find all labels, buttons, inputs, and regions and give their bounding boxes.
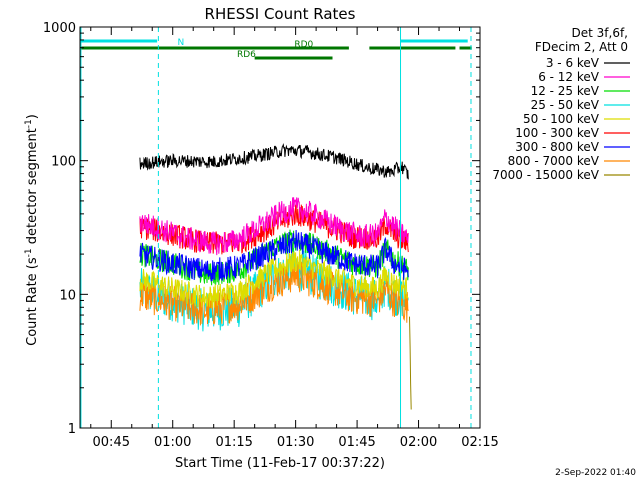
y-tick-label-1: 10	[59, 288, 76, 303]
plot-frame	[79, 26, 481, 429]
x-tick-label-1: 01:00	[154, 435, 191, 450]
series-line-6	[139, 229, 409, 282]
legend-label-0: 3 - 6 keV	[546, 56, 600, 70]
series-line-7	[139, 259, 409, 326]
series-line-0	[139, 142, 409, 180]
axes: 1 10 100 1000 00:45 01:00 01:15 01:30 01:45 02:00…	[43, 21, 499, 450]
y-axis-label-part1: Count Rate (s	[25, 257, 40, 346]
y-tick-label-3: 1000	[43, 21, 76, 36]
state-bar-label-0: N	[178, 38, 185, 48]
legend-label-3: 25 - 50 keV	[531, 98, 600, 112]
legend-label-7: 800 - 7000 keV	[508, 154, 600, 168]
x-tick-label-3: 01:30	[277, 435, 314, 450]
state-bar-label-1: RD0	[294, 40, 313, 50]
y-tick-label-2: 100	[51, 155, 76, 170]
legend-label-4: 50 - 100 keV	[523, 112, 600, 126]
x-tick-label-2: 01:15	[215, 435, 252, 450]
y-tick-label-0: 1	[68, 422, 76, 437]
series-line-8	[409, 316, 412, 410]
y-axis-label-part2: detector segment	[25, 128, 40, 248]
x-tick-label-4: 01:45	[338, 435, 375, 450]
series-line-1	[139, 197, 409, 256]
y-axis-label-sup1: -1	[24, 248, 34, 257]
x-tick-label-5: 02:00	[400, 435, 437, 450]
y-axis-label-part3: )	[25, 114, 40, 119]
legend-label-1: 6 - 12 keV	[538, 70, 600, 84]
x-tick-label-6: 02:15	[461, 435, 498, 450]
x-tick-label-0: 00:45	[93, 435, 130, 450]
legend-label-5: 100 - 300 keV	[515, 126, 599, 140]
legend-header-0: Det 3f,6f,	[572, 26, 629, 40]
legend-header-1: FDecim 2, Att 0	[535, 40, 628, 54]
timestamp-label: 2-Sep-2022 01:40	[555, 468, 636, 478]
x-axis-label: Start Time (11-Feb-17 00:37:22)	[175, 456, 385, 471]
plot-area: N RD0 RD6	[80, 27, 472, 428]
y-axis-label: Count Rate (s-1 detector segment-1)	[24, 114, 40, 346]
legend-label-8: 7000 - 15000 keV	[492, 168, 599, 182]
legend-label-2: 12 - 25 keV	[531, 84, 600, 98]
state-bar-label-2: RD6	[237, 50, 256, 60]
chart-title: RHESSI Count Rates	[205, 5, 356, 23]
series-line-4	[139, 249, 409, 309]
legend-label-6: 300 - 800 keV	[515, 140, 599, 154]
y-axis-label-sup2: -1	[24, 119, 34, 128]
